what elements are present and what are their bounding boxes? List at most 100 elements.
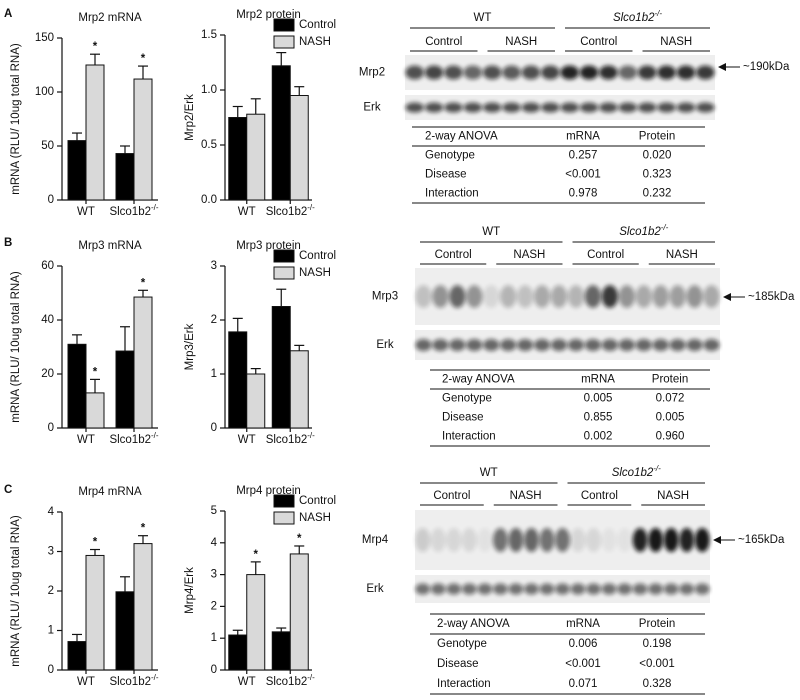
condition-label: NASH	[666, 249, 698, 261]
condition-label: Control	[587, 249, 624, 261]
x-tick-label: WT	[77, 434, 95, 446]
condition-label: NASH	[660, 36, 692, 48]
blot-band	[560, 102, 579, 113]
group-label-sup: -/-	[653, 464, 661, 473]
blot-band	[579, 102, 599, 113]
legend-label: Control	[299, 19, 336, 31]
y-tick-label: 1	[211, 368, 217, 380]
x-tick-label-sup: -/-	[307, 673, 315, 682]
blot-band	[652, 339, 669, 351]
blot-band	[405, 65, 424, 80]
table-cell: <0.001	[565, 658, 601, 670]
blot-band	[415, 583, 431, 595]
chart-title: Mrp3 protein	[236, 240, 301, 252]
y-tick-label: 2	[211, 600, 217, 612]
size-label: ~190kDa	[743, 61, 790, 73]
blot-band	[560, 65, 579, 80]
y-tick-label: 150	[35, 32, 54, 44]
blot-band	[652, 285, 669, 308]
y-tick-label: 1.0	[201, 84, 217, 96]
blot-band	[635, 285, 652, 308]
blot-band	[618, 339, 635, 351]
blot-band	[663, 583, 679, 595]
blot-band	[694, 528, 710, 552]
bar	[85, 392, 105, 429]
chart-title: Mrp2 protein	[236, 9, 301, 21]
blot-band	[599, 102, 618, 113]
blot-row-label: Mrp4	[362, 534, 389, 546]
bar	[246, 113, 266, 201]
significance-mark: *	[254, 549, 259, 561]
table-header: mRNA	[566, 131, 600, 143]
table-header: Protein	[652, 374, 688, 386]
table-cell: Interaction	[425, 188, 479, 200]
significance-mark: *	[141, 53, 146, 65]
condition-label: Control	[435, 249, 472, 261]
x-tick-label-base: WT	[77, 434, 95, 446]
blot-band	[579, 65, 599, 80]
legend-swatch	[273, 18, 295, 32]
table-cell: Interaction	[442, 431, 496, 443]
blot-band	[584, 339, 602, 351]
x-tick-label: WT	[238, 434, 256, 446]
y-tick-label: 60	[41, 260, 54, 272]
x-tick-label-base: WT	[77, 676, 95, 688]
group-label: WT	[482, 226, 500, 238]
y-tick-label: 4	[211, 537, 218, 549]
significance-mark: *	[93, 41, 98, 53]
blot-band	[446, 528, 462, 552]
bar	[67, 343, 87, 429]
bar	[271, 631, 291, 671]
bar	[67, 140, 87, 201]
y-tick-label: 50	[41, 140, 54, 152]
table-cell: 0.072	[656, 393, 685, 405]
blot-band	[657, 65, 676, 80]
blot-band	[635, 339, 652, 351]
x-tick-label-base: Slco1b2	[266, 676, 308, 688]
condition-label: NASH	[657, 490, 689, 502]
table-cell: 0.005	[656, 412, 685, 424]
table-cell: 0.198	[643, 638, 672, 650]
blot-band	[657, 102, 676, 113]
x-tick-label-base: Slco1b2	[266, 206, 308, 218]
x-tick-label-base: Slco1b2	[109, 676, 151, 688]
blot-band	[502, 65, 521, 80]
table-cell: Disease	[437, 658, 479, 670]
table-cell: 0.257	[569, 150, 598, 162]
table-cell: 0.005	[584, 393, 613, 405]
blot-band	[521, 102, 541, 113]
table-header: Protein	[639, 618, 675, 630]
size-label: ~165kDa	[738, 534, 785, 546]
x-tick-label: WT	[77, 206, 95, 218]
table-cell: 0.328	[643, 678, 672, 690]
y-axis-label: Mrp4/Erk	[184, 567, 196, 614]
group-label-base: WT	[480, 467, 498, 479]
legend-label: NASH	[299, 512, 331, 524]
blot-band	[648, 583, 664, 595]
group-label: WT	[474, 12, 492, 24]
table-cell: <0.001	[639, 658, 675, 670]
blot-band	[508, 583, 524, 595]
table-cell: 0.020	[643, 150, 672, 162]
bar	[271, 306, 291, 429]
y-tick-label: 100	[35, 86, 54, 98]
y-tick-label: 1	[211, 632, 217, 644]
table-cell: 0.006	[569, 638, 598, 650]
significance-mark: *	[93, 366, 98, 378]
significance-mark: *	[141, 523, 146, 535]
x-tick-label: WT	[77, 676, 95, 688]
x-tick-label: Slco1b2-/-	[109, 673, 158, 688]
bar	[289, 95, 309, 201]
blot-band	[541, 102, 560, 113]
x-tick-label-base: Slco1b2	[109, 434, 151, 446]
legend-swatch	[273, 35, 295, 49]
group-label: Slco1b2-/-	[619, 223, 668, 238]
table-header: 2-way ANOVA	[442, 374, 515, 386]
table-cell: 0.978	[569, 188, 598, 200]
x-tick-label-base: WT	[77, 206, 95, 218]
blot-band	[694, 583, 710, 595]
table-cell: 0.071	[569, 678, 598, 690]
table-cell: 0.323	[643, 169, 672, 181]
blot-band	[696, 65, 715, 80]
blot-band	[449, 339, 466, 351]
